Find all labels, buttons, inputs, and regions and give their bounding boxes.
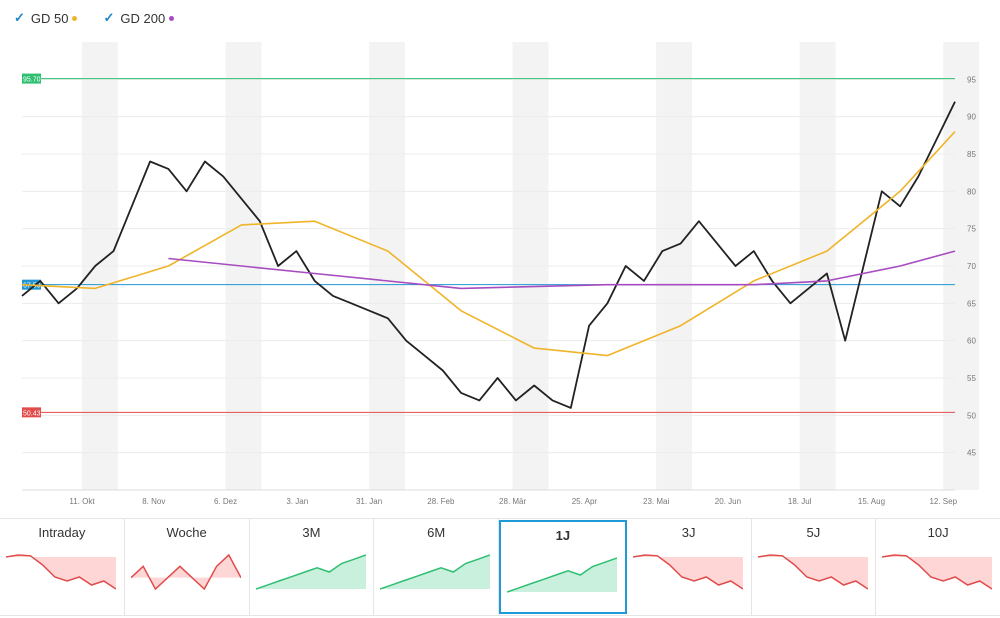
legend-gd50-toggle[interactable]: ✓ GD 50 (14, 10, 78, 26)
tab-sparkline (380, 554, 491, 590)
sparkline-area (757, 555, 868, 589)
y-tick-label: 70 (967, 262, 976, 271)
tab-6m[interactable]: 6M (374, 519, 499, 615)
sparkline-area (380, 555, 491, 589)
sparkline-line (757, 554, 868, 590)
reference-value-label: 50.43 (23, 410, 41, 417)
tab-intraday[interactable]: Intraday (0, 519, 125, 615)
tab-woche[interactable]: Woche (125, 519, 250, 615)
x-tick-label: 28. Mär (499, 497, 526, 506)
reference-value-label: 95.70 (23, 77, 41, 84)
tab-3m[interactable]: 3M (250, 519, 375, 615)
tab-label: 3M (302, 525, 321, 540)
tab-label: 6M (427, 525, 446, 540)
tab-sparkline (6, 554, 116, 590)
y-tick-label: 90 (967, 113, 976, 122)
tab-label: 5J (806, 525, 821, 540)
sparkline-area (507, 558, 617, 592)
y-tick-label: 45 (967, 449, 976, 458)
price-line (21, 101, 956, 409)
x-tick-label: 8. Nov (142, 497, 165, 506)
x-tick-label: 3. Jan (286, 497, 308, 506)
sparkline-line (507, 557, 617, 593)
tab-sparkline (882, 554, 993, 590)
tab-label: Woche (166, 525, 207, 540)
sparkline-line (130, 553, 241, 591)
tab-5j[interactable]: 5J (752, 519, 877, 615)
gd200-line (168, 250, 956, 290)
y-tick-label: 50 (967, 411, 976, 420)
legend-gd200-label: GD 200 (120, 10, 166, 26)
sparkline-area (6, 555, 116, 589)
tab-1j[interactable]: 1J (499, 520, 627, 614)
x-tick-label: 15. Aug (858, 497, 885, 506)
tab-3j[interactable]: 3J (627, 519, 752, 615)
timeframe-tabs: Intraday Woche 3M 6M 1J 3J 5J 10J (0, 518, 1000, 616)
sparkline-line (632, 554, 743, 590)
reference-badge (22, 73, 41, 84)
tab-label: 1J (555, 528, 571, 543)
y-tick-label: 60 (967, 337, 976, 346)
sparkline-area (882, 555, 993, 589)
legend-gd200-dot-icon (169, 15, 175, 21)
y-tick-label: 75 (967, 225, 976, 234)
legend-gd50-dot-icon (72, 15, 78, 21)
reference-value-label: 67.50 (23, 283, 41, 290)
y-tick-label: 95 (967, 75, 976, 84)
tab-sparkline (507, 557, 617, 593)
x-tick-label: 12. Sep (929, 497, 957, 506)
tab-label: 3J (681, 525, 696, 540)
legend-gd200-toggle[interactable]: ✓ GD 200 (103, 10, 175, 26)
chart-legend: ✓ GD 50 ✓ GD 200 (14, 8, 175, 28)
checkbox-checked-icon: ✓ (103, 10, 115, 25)
x-tick-label: 18. Jul (788, 497, 812, 506)
x-tick-label: 31. Jan (356, 497, 382, 506)
sparkline-line (380, 554, 491, 590)
x-tick-label: 25. Apr (572, 497, 598, 506)
sparkline-area (255, 555, 366, 589)
y-tick-label: 55 (967, 374, 976, 383)
price-chart[interactable]: 45 50 55 60 65 70 75 80 85 90 95 11. Okt 8. Nov 6. De… (0, 38, 1000, 508)
tab-label: 10J (927, 525, 949, 540)
x-tick-label: 23. Mai (643, 497, 669, 506)
tab-sparkline (255, 554, 366, 590)
sparkline-line (6, 554, 116, 590)
x-tick-label: 11. Okt (69, 497, 95, 506)
x-tick-label: 20. Jun (715, 497, 741, 506)
sparkline-line (255, 554, 366, 590)
sparkline-line (882, 554, 993, 590)
tab-sparkline (130, 553, 241, 591)
x-tick-label: 6. Dez (214, 497, 237, 506)
tab-sparkline (757, 554, 868, 590)
tab-sparkline (632, 554, 743, 590)
tab-label: Intraday (38, 525, 86, 540)
tab-10j[interactable]: 10J (876, 519, 1000, 615)
x-tick-label: 28. Feb (427, 497, 455, 506)
legend-gd50-label: GD 50 (30, 10, 69, 26)
reference-badge (22, 407, 41, 418)
y-tick-label: 80 (967, 187, 976, 196)
checkbox-checked-icon: ✓ (14, 10, 25, 25)
y-tick-label: 85 (967, 150, 976, 159)
y-tick-label: 65 (967, 299, 976, 308)
sparkline-area (632, 555, 743, 589)
